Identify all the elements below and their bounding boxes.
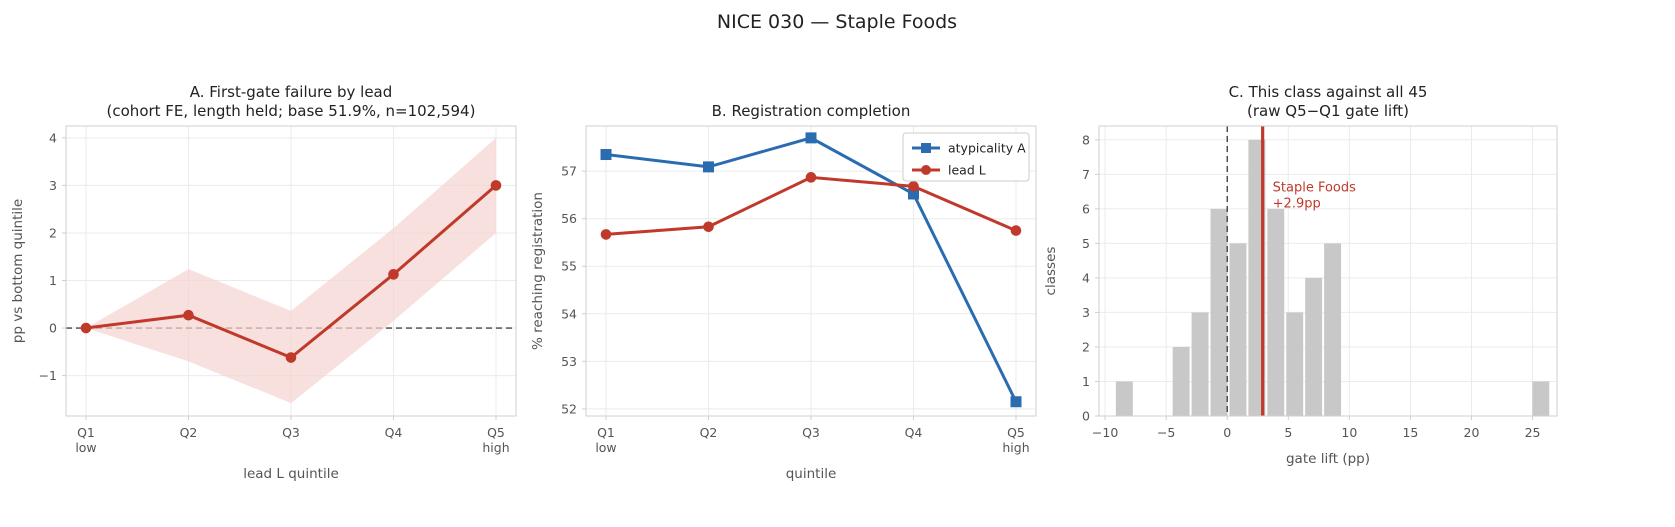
y-tick-label: 1 [49, 273, 57, 288]
histogram-bar [1191, 312, 1209, 416]
x-tick-label: Q2 [700, 425, 718, 440]
y-axis-label: classes [1043, 247, 1059, 296]
y-tick-label: 3 [1082, 305, 1090, 320]
x-axis-label: quintile [786, 466, 837, 482]
x-tick-label: Q4 [905, 425, 923, 440]
histogram-bar [1305, 277, 1323, 416]
x-axis-label: lead L quintile [243, 466, 339, 482]
x-tick-label: Q1 [597, 425, 615, 440]
histogram-bar [1286, 312, 1304, 416]
panel-title-line: A. First-gate failure by lead [190, 83, 393, 101]
histogram-bar [1532, 381, 1550, 416]
legend-swatch-marker [921, 143, 931, 153]
x-tick-label: Q2 [180, 425, 198, 440]
y-tick-label: 0 [49, 321, 57, 336]
plot-frame [65, 125, 517, 417]
panel-title-line: (raw Q5−Q1 gate lift) [1247, 102, 1409, 120]
legend-entry: atypicality A [948, 141, 1026, 156]
x-tick-label: 0 [1223, 425, 1231, 440]
x-tick-label: Q3 [282, 425, 300, 440]
y-tick-label: 3 [49, 178, 57, 193]
x-axis-label: gate lift (pp) [1286, 451, 1370, 467]
data-point-circle [80, 322, 92, 334]
data-point-circle [285, 352, 297, 363]
x-tick-sublabel: high [1002, 440, 1029, 455]
y-tick-label: −1 [39, 368, 57, 383]
y-tick-label: 56 [561, 211, 577, 226]
y-tick-label: 2 [1082, 339, 1090, 354]
legend-entry: lead L [948, 163, 986, 178]
y-axis-label: pp vs bottom quintile [10, 199, 26, 343]
confidence-band [86, 137, 496, 404]
highlight-label: Staple Foods [1273, 181, 1356, 196]
y-tick-label: 4 [1082, 270, 1090, 285]
x-tick-label: −10 [1092, 425, 1118, 440]
x-tick-label: Q3 [802, 425, 820, 440]
x-tick-label: Q4 [385, 425, 403, 440]
panel-title-line: C. This class against all 45 [1229, 83, 1428, 101]
y-tick-label: 8 [1082, 132, 1090, 147]
y-tick-label: 0 [1082, 409, 1090, 424]
data-point-circle [908, 181, 919, 192]
data-point-square [600, 149, 612, 161]
histogram-bar [1210, 208, 1228, 416]
x-tick-label: 25 [1525, 425, 1541, 440]
data-point-square [908, 188, 919, 200]
y-tick-label: 5 [1082, 236, 1090, 251]
y-tick-label: 52 [561, 401, 577, 416]
figure-title: NICE 030 — Staple Foods [717, 11, 957, 33]
panel-c-class-comparison-histogram: C. This class against all 45(raw Q5−Q1 g… [1043, 83, 1558, 467]
data-point-square [1010, 396, 1022, 408]
x-tick-label: −5 [1157, 425, 1175, 440]
y-tick-label: 55 [561, 259, 577, 274]
data-point-square [805, 132, 817, 144]
histogram-bar [1324, 243, 1342, 416]
panel-a-first-gate-failure: A. First-gate failure by lead(cohort FE,… [10, 83, 517, 482]
x-tick-sublabel: high [482, 440, 509, 455]
x-tick-sublabel: low [75, 440, 96, 455]
y-tick-label: 7 [1082, 167, 1090, 182]
data-point-circle [490, 180, 502, 191]
x-tick-sublabel: low [595, 440, 616, 455]
x-tick-label: 15 [1402, 425, 1418, 440]
data-point-circle [703, 221, 714, 233]
data-point-circle [183, 309, 194, 321]
data-point-square [703, 161, 714, 173]
plot-frame [585, 125, 1037, 417]
panel-title-line: B. Registration completion [712, 102, 911, 120]
y-tick-label: 6 [1082, 201, 1090, 216]
x-tick-label: Q1 [77, 425, 95, 440]
panel-title-line: (cohort FE, length held; base 51.9%, n=1… [107, 102, 476, 120]
y-tick-label: 1 [1082, 374, 1090, 389]
data-point-circle [600, 229, 612, 240]
y-axis-label: % reaching registration [530, 192, 546, 350]
y-tick-label: 2 [49, 225, 57, 240]
panel-b-registration-completion: B. Registration completion 52 53 54 55 56 57 % … [530, 102, 1037, 482]
plot-frame [1098, 125, 1558, 417]
data-point-circle [805, 172, 817, 183]
y-tick-label: 4 [49, 130, 57, 145]
histogram-bar [1267, 208, 1285, 416]
histogram-bar [1115, 381, 1133, 416]
x-tick-label: 5 [1284, 425, 1292, 440]
histogram-bar [1172, 346, 1190, 416]
x-tick-label: 10 [1341, 425, 1357, 440]
highlight-label: +2.9pp [1273, 197, 1321, 212]
y-tick-label: 53 [561, 354, 577, 369]
x-tick-label: Q5 [1007, 425, 1025, 440]
x-tick-label: Q5 [487, 425, 505, 440]
data-point-circle [1010, 225, 1022, 236]
data-point-circle [388, 269, 399, 280]
legend-swatch-marker [921, 165, 931, 175]
x-tick-label: 20 [1464, 425, 1480, 440]
y-tick-label: 57 [561, 164, 577, 179]
histogram-bar [1229, 243, 1247, 416]
y-tick-label: 54 [561, 306, 577, 321]
